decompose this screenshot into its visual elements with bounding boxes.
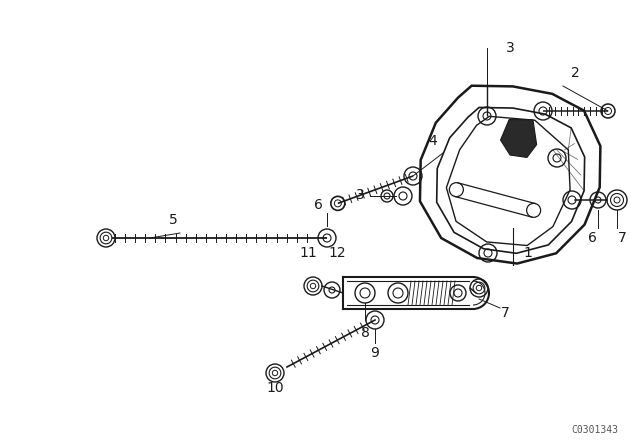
Text: 3: 3: [506, 41, 515, 55]
Text: 4: 4: [429, 134, 437, 148]
Text: 10: 10: [266, 381, 284, 395]
Text: 7: 7: [500, 306, 509, 320]
Text: 6: 6: [588, 231, 596, 245]
Text: 12: 12: [328, 246, 346, 260]
Text: C0301343: C0301343: [572, 425, 618, 435]
Text: 7: 7: [618, 231, 627, 245]
Polygon shape: [500, 120, 536, 157]
Text: 3: 3: [356, 188, 364, 202]
Text: 8: 8: [360, 326, 369, 340]
Text: 2: 2: [571, 66, 579, 80]
Text: 9: 9: [371, 346, 380, 360]
Text: 5: 5: [168, 213, 177, 227]
Text: 1: 1: [524, 246, 532, 260]
Text: 11: 11: [299, 246, 317, 260]
Text: 6: 6: [314, 198, 323, 212]
